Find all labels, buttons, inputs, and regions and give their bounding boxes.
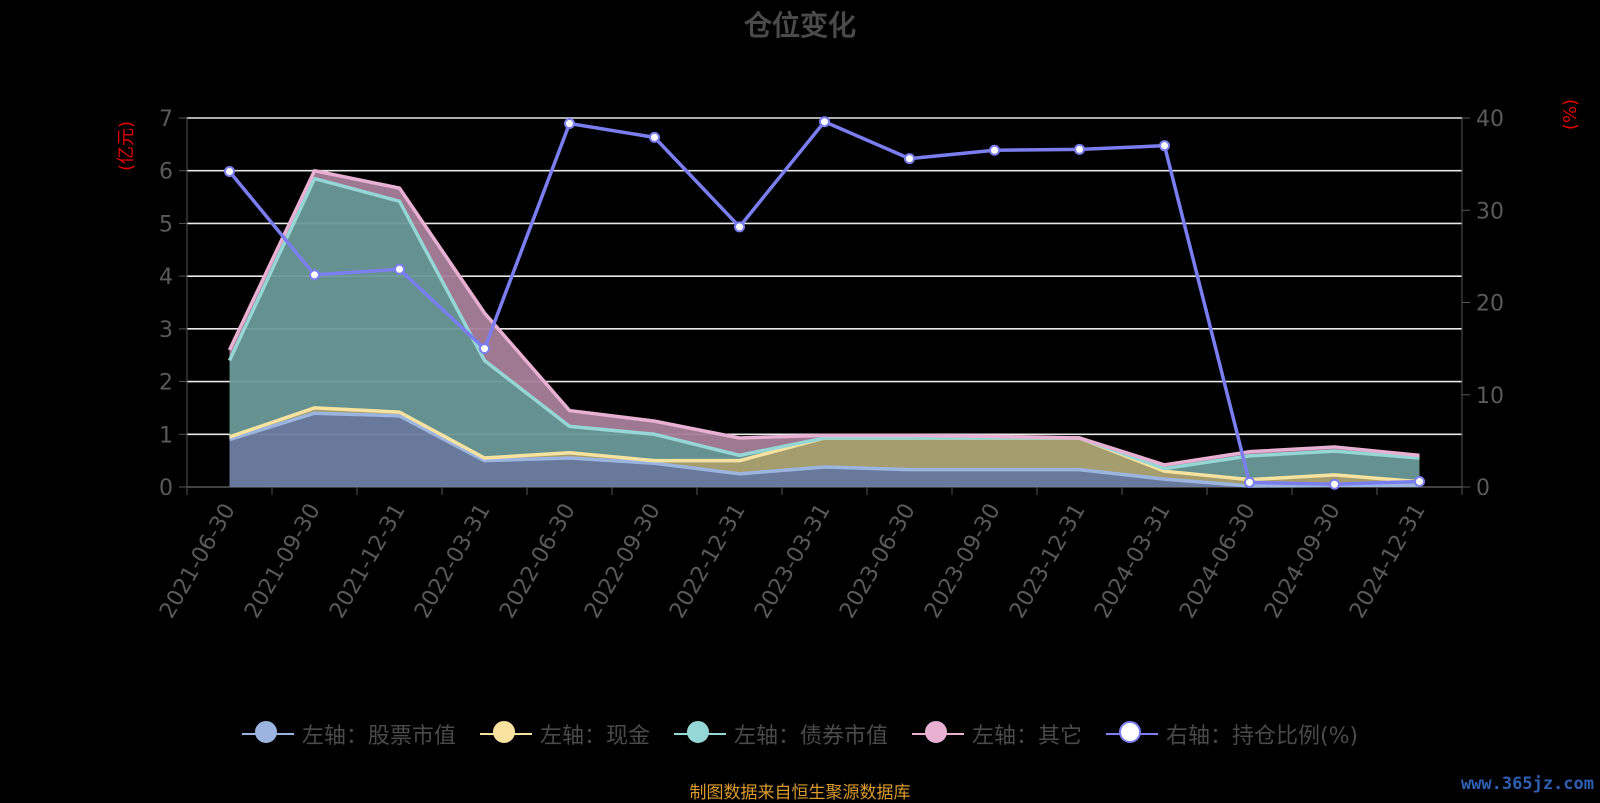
legend-item-position-ratio[interactable]: 右轴：持仓比例(%) <box>1105 718 1359 750</box>
legend-item-cash[interactable]: 左轴：现金 <box>479 718 650 750</box>
x-tick-label: 2023-09-30 <box>920 500 1006 623</box>
x-tick-label: 2022-09-30 <box>580 500 666 623</box>
x-tick-label: 2023-03-31 <box>750 500 836 623</box>
left-tick-label: 0 <box>159 476 173 501</box>
left-tick-label: 3 <box>159 318 173 343</box>
area-3 <box>229 170 1420 469</box>
x-tick-label: 2024-12-31 <box>1345 500 1431 623</box>
chart-legend: 左轴：股票市值 左轴：现金 左轴：债券市值 左轴：其它 右轴：持仓比例(%) <box>0 718 1600 750</box>
area-0 <box>229 413 1420 487</box>
x-tick-label: 2021-09-30 <box>240 500 326 623</box>
legend-label-bond: 左轴：债券市值 <box>733 724 888 749</box>
position-ratio-point <box>224 166 235 178</box>
x-tick-label: 2023-06-30 <box>835 500 921 623</box>
position-ratio-point <box>1414 475 1425 487</box>
legend-marker-cash-icon <box>479 721 532 747</box>
legend-marker-stock-icon <box>241 721 294 747</box>
position-ratio-point <box>989 144 1000 156</box>
legend-marker-other-icon <box>911 721 964 747</box>
left-tick-label: 7 <box>159 107 173 132</box>
series-line-2 <box>227 176 1420 471</box>
left-tick-label: 4 <box>159 265 173 290</box>
left-tick-label: 2 <box>159 371 173 396</box>
right-tick-label: 20 <box>1476 292 1504 317</box>
position-ratio-point <box>1329 478 1340 490</box>
x-tick-label: 2022-12-31 <box>665 500 751 623</box>
site-watermark: www.365jz.com <box>1460 774 1594 794</box>
position-ratio-point <box>649 131 660 143</box>
position-ratio-point <box>1074 143 1085 155</box>
position-ratio-point <box>394 263 405 275</box>
legend-label-stock: 左轴：股票市值 <box>301 724 456 749</box>
legend-marker-ratio-icon <box>1105 721 1158 747</box>
position-ratio-point <box>1159 140 1170 152</box>
series-line-3 <box>227 168 1420 467</box>
legend-item-stock[interactable]: 左轴：股票市值 <box>241 718 456 750</box>
position-ratio-point <box>1244 476 1255 488</box>
legend-label-other: 左轴：其它 <box>971 724 1082 749</box>
x-tick-label: 2022-03-31 <box>410 500 496 623</box>
legend-marker-bond-icon <box>673 721 726 747</box>
left-tick-label: 5 <box>159 212 173 237</box>
right-tick-label: 0 <box>1476 476 1490 501</box>
position-ratio-point <box>564 118 575 130</box>
legend-label-position-ratio: 右轴：持仓比例(%) <box>1165 724 1359 749</box>
position-ratio-point <box>479 343 490 355</box>
x-tick-label: 2023-12-31 <box>1005 500 1091 623</box>
x-tick-label: 2021-06-30 <box>155 500 241 623</box>
x-tick-label: 2021-12-31 <box>325 500 411 623</box>
left-tick-label: 6 <box>159 160 173 185</box>
legend-label-cash: 左轴：现金 <box>539 724 650 749</box>
series-line-0 <box>228 411 1420 488</box>
area-1 <box>229 407 1420 486</box>
right-tick-label: 40 <box>1476 107 1504 132</box>
x-tick-label: 2024-06-30 <box>1175 500 1261 623</box>
legend-item-other[interactable]: 左轴：其它 <box>911 718 1082 750</box>
position-ratio-point <box>819 116 830 128</box>
position-ratio-point <box>309 269 320 281</box>
chart-title: 仓位变化 <box>743 9 856 42</box>
position-ratio-point <box>734 221 745 233</box>
right-tick-label: 10 <box>1476 384 1504 409</box>
legend-item-bond[interactable]: 左轴：债券市值 <box>673 718 888 750</box>
data-source-note: 制图数据来自恒生聚源数据库 <box>689 783 911 803</box>
right-tick-label: 30 <box>1476 199 1504 224</box>
position-ratio-point <box>904 153 915 165</box>
x-tick-label: 2022-06-30 <box>495 500 581 623</box>
x-tick-label: 2024-09-30 <box>1260 500 1346 623</box>
left-tick-label: 1 <box>159 423 173 448</box>
x-tick-label: 2024-03-31 <box>1090 500 1176 623</box>
area-2 <box>229 178 1420 482</box>
